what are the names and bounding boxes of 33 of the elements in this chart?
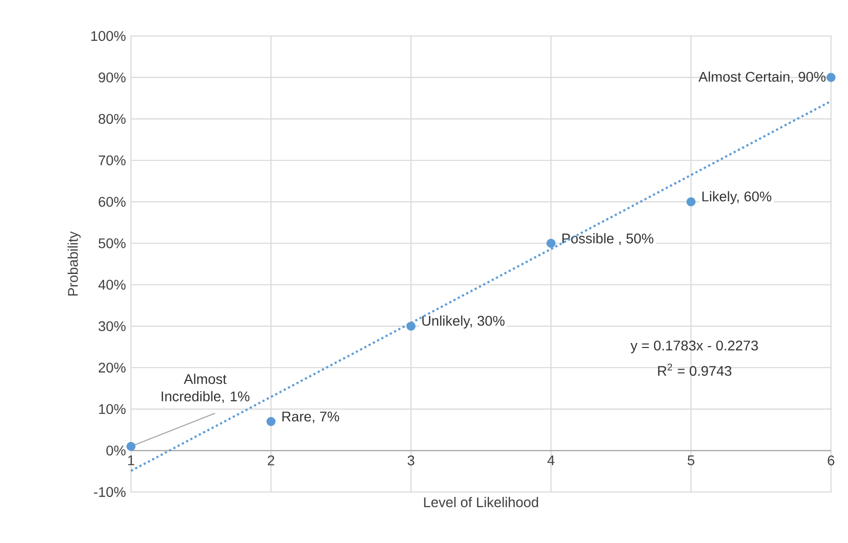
point	[406, 322, 416, 331]
point	[686, 197, 696, 206]
y-tick-label: 30%	[98, 321, 126, 332]
y-tick-label: 20%	[98, 362, 126, 373]
x-tick-label: 4	[547, 455, 554, 466]
x-tick-label: 2	[268, 455, 274, 466]
y-tick-label: 80%	[98, 114, 126, 124]
x-tick-label: 1	[128, 455, 134, 466]
y-tick-label: 100%	[91, 31, 126, 41]
y-tick-label: 70%	[98, 155, 126, 166]
annotation: y = 0.1783x - 0.2273	[630, 340, 758, 354]
x-axis-title: Level of Likelihood	[424, 496, 538, 508]
annotation: R$^{2}$ = 0.9743	[658, 364, 732, 376]
data-label: Almost Incredible, 1%	[162, 374, 250, 404]
data-label: Almost Certain, 90%	[698, 71, 826, 84]
x-tick-label: 5	[688, 455, 694, 466]
point	[126, 442, 136, 451]
y-tick-label: 90%	[98, 72, 126, 82]
y-tick-label: 0%	[106, 446, 126, 456]
y-tick-label: 40%	[98, 280, 126, 290]
point	[546, 238, 556, 248]
y-tick-label: -10%	[94, 487, 126, 497]
y-tick-label: 60%	[98, 196, 126, 207]
y-tick-label: 10%	[99, 404, 126, 414]
x-tick-label: 6	[828, 455, 834, 466]
point	[266, 416, 276, 426]
y-axis-title: Probability	[68, 231, 81, 296]
data-label: Unlikely, 30%	[422, 316, 505, 329]
y-tick-label: 50%	[98, 238, 126, 248]
data-label: Rare, 7%	[282, 412, 340, 424]
point	[826, 72, 836, 82]
data-label: Likely, 60%	[702, 191, 772, 204]
x-tick-label: 3	[408, 455, 414, 466]
